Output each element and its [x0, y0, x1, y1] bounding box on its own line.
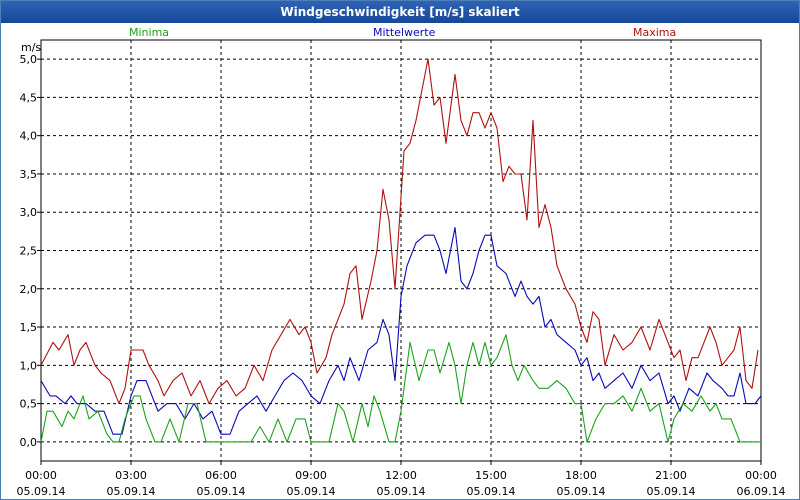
x-tick-time: 15:00: [475, 469, 507, 482]
x-tick-date: 05.09.14: [107, 485, 156, 498]
y-tick-label: 3,0: [20, 206, 38, 219]
series-line-minima: [40, 334, 761, 443]
y-tick-label: 0,5: [20, 398, 38, 411]
x-tick-time: 06:00: [205, 469, 237, 482]
legend-mittelwerte: Mittelwerte: [373, 26, 436, 39]
legend-minima: Minima: [129, 26, 170, 39]
y-tick-label: 4,0: [20, 130, 38, 143]
y-tick-label: 5,0: [20, 53, 38, 66]
y-tick-label: 3,5: [20, 168, 38, 181]
series-line-mittelwerte: [40, 226, 762, 435]
x-tick-date: 05.09.14: [287, 485, 336, 498]
x-tick-date: 05.09.14: [647, 485, 696, 498]
x-tick-time: 12:00: [385, 469, 417, 482]
y-tick-label: 4,5: [20, 91, 38, 104]
plot-frame: [40, 39, 762, 462]
x-tick-time: 00:00: [25, 469, 57, 482]
x-tick-date: 05.09.14: [467, 485, 516, 498]
legend-maxima: Maxima: [633, 26, 677, 39]
x-tick-time: 21:00: [655, 469, 687, 482]
x-tick-date: 05.09.14: [557, 485, 606, 498]
x-tick-time: 18:00: [565, 469, 597, 482]
series-line-maxima: [40, 58, 759, 405]
y-tick-label: 0,0: [20, 436, 38, 449]
x-tick-date: 05.09.14: [197, 485, 246, 498]
y-tick-label: 1,0: [20, 359, 38, 372]
x-tick-date: 05.09.14: [377, 485, 426, 498]
y-tick-label: 2,5: [20, 245, 38, 258]
y-axis-label: m/s: [21, 41, 41, 54]
x-tick-time: 00:00: [745, 469, 777, 482]
x-tick-date: 05.09.14: [17, 485, 66, 498]
x-tick-time: 09:00: [295, 469, 327, 482]
x-tick-date: 06.09.14: [737, 485, 786, 498]
x-tick-time: 03:00: [115, 469, 147, 482]
y-tick-label: 1,5: [20, 321, 38, 334]
window-title: Windgeschwindigkeit [m/s] skaliert: [1, 1, 799, 23]
y-tick-label: 2,0: [20, 283, 38, 296]
